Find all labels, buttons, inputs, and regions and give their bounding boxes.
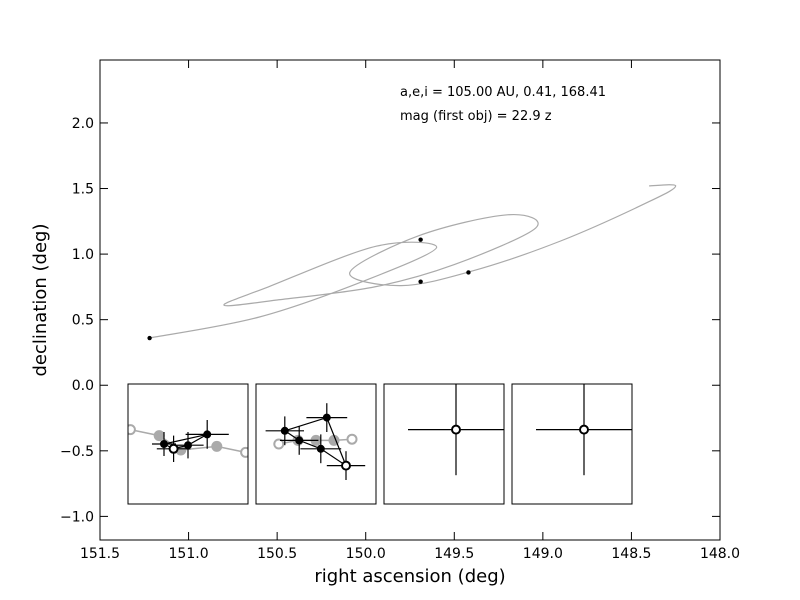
inset-panel xyxy=(127,383,249,505)
inset-background xyxy=(384,384,504,504)
inset-predicted-point xyxy=(240,446,248,458)
y-tick-label: 1.5 xyxy=(72,182,94,198)
y-tick-label: 0.0 xyxy=(72,378,94,394)
x-tick-label: 148.0 xyxy=(700,546,740,562)
x-tick-label: 149.5 xyxy=(434,546,474,562)
x-tick-label: 150.0 xyxy=(346,546,386,562)
x-tick-label: 149.0 xyxy=(523,546,563,562)
inset-predicted-point xyxy=(346,433,358,445)
y-tick-label: −0.5 xyxy=(60,444,94,460)
tick-layer: 151.5 151.0 150.5 150.0 149.5 149.0 148.5 148.0… xyxy=(60,60,740,562)
x-tick-label: 151.0 xyxy=(169,546,209,562)
inset-observed-point xyxy=(295,436,304,445)
inset-predicted-point xyxy=(211,440,223,452)
detection-layer xyxy=(147,237,471,341)
y-tick-label: −1.0 xyxy=(60,509,94,525)
x-tick-label: 148.5 xyxy=(611,546,651,562)
inset-observed-point xyxy=(316,444,325,453)
inset-observed-point xyxy=(322,413,331,422)
detection-point xyxy=(418,279,423,284)
plot-frame xyxy=(99,59,721,541)
inset-observed-point xyxy=(184,441,192,450)
inset-panel xyxy=(255,383,377,505)
x-tick-label: 150.5 xyxy=(257,546,297,562)
y-tick-label: 1.0 xyxy=(72,247,94,263)
detection-point xyxy=(466,270,471,275)
inset-frame xyxy=(383,383,505,505)
inset-frame xyxy=(127,383,249,505)
inset-predicted-point xyxy=(273,438,285,450)
inset-frame xyxy=(255,383,377,505)
inset-observed-point xyxy=(341,460,351,471)
detection-point xyxy=(418,237,423,242)
inset-observed-point xyxy=(160,440,168,448)
inset-background xyxy=(512,384,632,504)
detection-point xyxy=(147,335,152,341)
inset-observed-point xyxy=(168,443,179,454)
inset-observed-point xyxy=(280,426,289,435)
inset-layer xyxy=(127,383,633,505)
x-axis-label: right ascension (deg) xyxy=(314,566,505,587)
annotation-magnitude: mag (first obj) = 22.9 z xyxy=(400,109,552,124)
inset-frame xyxy=(511,383,633,505)
inset-content xyxy=(408,384,504,476)
y-tick-label: 2.0 xyxy=(72,116,94,132)
inset-content xyxy=(265,403,366,480)
inset-content xyxy=(536,384,632,476)
x-tick-label: 151.5 xyxy=(80,546,120,562)
annotation-orbit-params: a,e,i = 105.00 AU, 0.41, 168.41 xyxy=(400,85,606,100)
inset-predicted-point xyxy=(128,424,136,436)
inset-observed-point xyxy=(451,424,461,435)
orbit-layer xyxy=(149,184,677,339)
inset-content xyxy=(128,420,248,462)
inset-predicted-point xyxy=(153,430,165,442)
orbit-track-line xyxy=(149,184,677,339)
y-tick-label: 0.5 xyxy=(72,313,94,329)
inset-panel xyxy=(511,383,633,505)
inset-observed-point xyxy=(203,430,212,439)
inset-observed-point xyxy=(579,424,589,435)
y-axis-label: declination (deg) xyxy=(30,223,51,376)
inset-panel xyxy=(383,383,505,505)
